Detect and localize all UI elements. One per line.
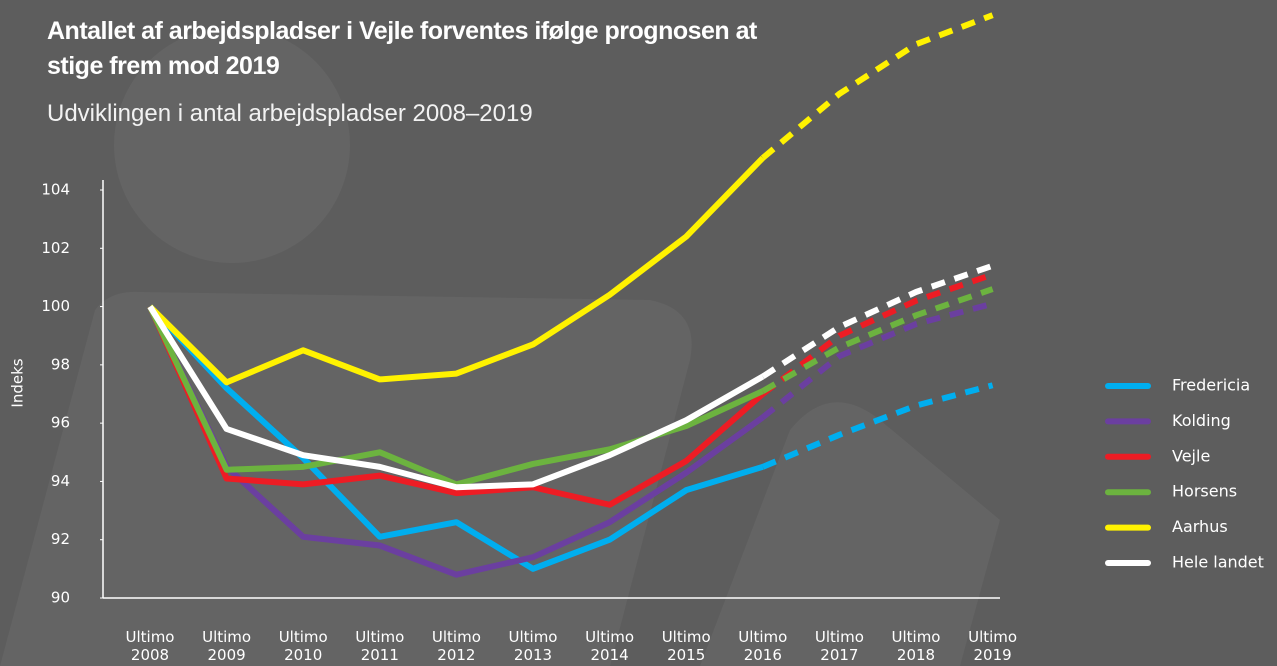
x-tick-label: Ultimo 2018 <box>881 628 951 664</box>
page: Indeks 90 92 94 96 98 100 102 104 Fredericia Kold… <box>0 0 1277 666</box>
chart-subtitle: Udviklingen i antal arbejdspladser 2008–… <box>47 100 533 128</box>
x-tick-label: Ultimo 2008 <box>115 628 185 664</box>
x-tick-label: Ultimo 2017 <box>804 628 874 664</box>
x-tick-label: Ultimo 2012 <box>421 628 491 664</box>
y-axis-label: Indeks <box>9 358 27 407</box>
legend-label: Hele landet <box>1172 553 1264 572</box>
y-tick-label: 96 <box>51 414 70 432</box>
x-tick-label: Ultimo 2016 <box>728 628 798 664</box>
x-tick-label: Ultimo 2014 <box>575 628 645 664</box>
x-tick-label: Ultimo 2019 <box>958 628 1028 664</box>
y-tick-label: 104 <box>41 181 70 199</box>
y-tick-label: 94 <box>51 472 70 490</box>
y-tick-label: 102 <box>41 239 70 257</box>
forecast-line <box>763 289 993 391</box>
y-tick-label: 90 <box>51 589 70 607</box>
x-tick-label: Ultimo 2015 <box>651 628 721 664</box>
y-tick-label: 98 <box>51 355 70 373</box>
x-tick-label: Ultimo 2011 <box>345 628 415 664</box>
x-tick-label: Ultimo 2009 <box>192 628 262 664</box>
legend-label: Kolding <box>1172 411 1231 430</box>
legend-label: Fredericia <box>1172 376 1250 395</box>
chart-title: Antallet af arbejdspladser i Vejle forve… <box>47 14 807 84</box>
forecast-line <box>763 304 993 418</box>
x-tick-label: Ultimo 2013 <box>498 628 568 664</box>
forecast-line <box>763 266 993 377</box>
x-tick-label: Ultimo 2010 <box>268 628 338 664</box>
y-tick-label: 92 <box>51 530 70 548</box>
legend-label: Aarhus <box>1172 517 1228 536</box>
legend-label: Vejle <box>1172 446 1210 465</box>
y-tick-label: 100 <box>41 297 70 315</box>
legend-label: Horsens <box>1172 482 1237 501</box>
